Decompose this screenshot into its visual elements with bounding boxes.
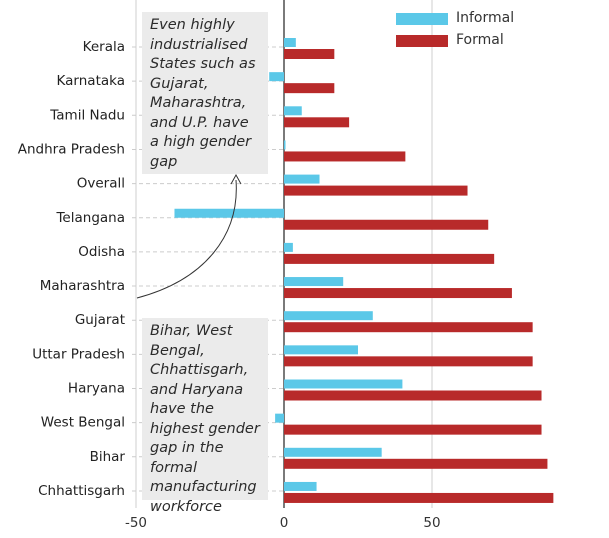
annotation-arrow-line <box>136 179 237 299</box>
category-label: Karnataka <box>57 73 125 89</box>
bar-formal <box>284 83 335 94</box>
bar-formal <box>284 492 554 503</box>
bar-informal <box>284 379 403 389</box>
category-label: Chhattisgarh <box>38 483 125 499</box>
legend-swatch-informal <box>396 13 448 25</box>
legend-swatch-formal <box>396 35 448 47</box>
annotation-industrialised: Even highly industrialised States such a… <box>142 12 268 174</box>
category-label: Tamil Nadu <box>49 107 125 123</box>
legend-label-formal: Formal <box>456 32 504 48</box>
bar-informal <box>284 277 344 287</box>
x-tick-labels: -50 0 50 <box>125 515 441 531</box>
annotation-arrow <box>136 173 242 299</box>
bar-informal <box>284 174 320 184</box>
bar-informal <box>284 242 293 252</box>
category-label: West Bengal <box>41 415 125 431</box>
bar-formal <box>284 356 533 367</box>
bar-formal <box>284 288 512 299</box>
bar-formal <box>284 322 533 333</box>
bars <box>174 38 554 503</box>
bar-informal <box>284 38 296 47</box>
bar-formal <box>284 151 406 162</box>
bar-informal <box>284 311 373 321</box>
bar-informal <box>284 140 286 150</box>
bar-formal <box>284 219 489 230</box>
bar-formal <box>284 458 548 469</box>
category-label: Telangana <box>55 210 125 226</box>
bar-informal <box>174 208 284 218</box>
annotation-arrow-head <box>230 173 242 185</box>
category-label: Uttar Pradesh <box>32 346 125 362</box>
bar-formal <box>284 185 468 196</box>
category-label: Odisha <box>78 244 125 260</box>
category-label: Maharashtra <box>40 278 125 294</box>
bar-informal <box>284 345 358 355</box>
category-label: Haryana <box>68 381 125 397</box>
bar-informal <box>275 413 284 423</box>
x-tick-label: 0 <box>280 515 289 531</box>
x-tick-label: 50 <box>423 515 440 531</box>
legend-label-informal: Informal <box>456 10 515 26</box>
bar-formal <box>284 390 542 401</box>
bar-formal <box>284 424 542 435</box>
category-label: Kerala <box>83 39 125 55</box>
bar-informal <box>284 447 382 457</box>
category-label: Andhra Pradesh <box>18 141 125 157</box>
bar-informal <box>269 72 284 82</box>
category-label: Bihar <box>90 449 126 465</box>
bar-informal <box>284 481 317 491</box>
annotation-highest-gap: Bihar, West Bengal, Chhattisgarh, and Ha… <box>142 318 268 515</box>
category-labels: Kerala Karnataka Tamil Nadu Andhra Pradesh O… <box>18 39 126 499</box>
bar-formal <box>284 253 495 264</box>
category-label: Gujarat <box>75 312 125 328</box>
bar-informal <box>284 106 302 116</box>
category-label: Overall <box>77 176 125 192</box>
x-tick-label: -50 <box>125 515 147 531</box>
bar-formal <box>284 117 350 128</box>
bar-formal <box>284 49 335 59</box>
